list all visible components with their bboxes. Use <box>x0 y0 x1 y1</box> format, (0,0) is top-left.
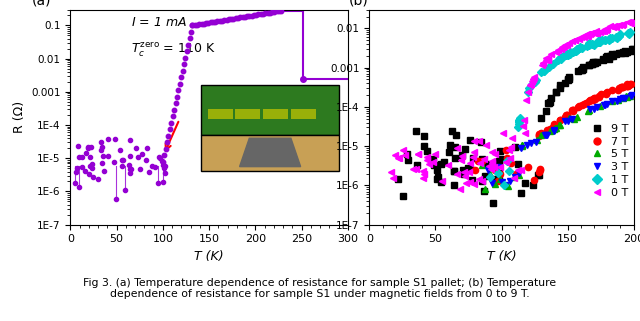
1 T <box>500 183 508 187</box>
Line: 9 T: 9 T <box>395 128 542 206</box>
5 T <box>478 163 486 167</box>
7 T <box>492 168 499 171</box>
0 T <box>414 152 422 155</box>
3 T <box>515 171 523 175</box>
9 T <box>535 173 543 177</box>
5 T <box>497 177 504 180</box>
Y-axis label: R (Ω): R (Ω) <box>13 101 26 133</box>
X-axis label: T (K): T (K) <box>486 250 516 263</box>
Legend: 9 T, 7 T, 5 T, 3 T, 1 T, 0 T: 9 T, 7 T, 5 T, 3 T, 1 T, 0 T <box>586 124 628 198</box>
3 T <box>498 180 506 184</box>
0 T <box>424 158 431 162</box>
0 T <box>429 160 437 164</box>
7 T <box>494 179 502 183</box>
3 T <box>488 181 496 185</box>
5 T <box>481 187 489 191</box>
9 T <box>517 191 525 195</box>
3 T <box>502 183 509 187</box>
9 T <box>449 129 456 133</box>
0 T <box>521 131 529 134</box>
Text: Fig 3. (a) Temperature dependence of resistance for sample S1 pallet; (b) Temper: Fig 3. (a) Temperature dependence of res… <box>83 278 557 299</box>
1 T <box>494 170 502 174</box>
9 T <box>420 134 428 138</box>
0 T <box>456 187 464 191</box>
9 T <box>534 173 542 177</box>
7 T <box>536 169 544 172</box>
3 T <box>494 165 502 169</box>
Line: 7 T: 7 T <box>472 147 543 184</box>
Line: 1 T: 1 T <box>487 158 512 188</box>
3 T <box>484 169 492 172</box>
0 T <box>444 163 452 167</box>
Line: 5 T: 5 T <box>479 161 523 192</box>
7 T <box>472 168 479 172</box>
0 T <box>476 160 484 164</box>
X-axis label: T (K): T (K) <box>195 250 224 263</box>
7 T <box>496 172 504 176</box>
Text: (a): (a) <box>31 0 51 7</box>
9 T <box>394 177 402 181</box>
9 T <box>435 175 442 179</box>
5 T <box>510 175 518 179</box>
Text: (b): (b) <box>348 0 368 7</box>
9 T <box>450 169 458 173</box>
1 T <box>486 175 494 179</box>
7 T <box>507 161 515 165</box>
Line: 3 T: 3 T <box>484 163 523 188</box>
5 T <box>486 172 493 176</box>
7 T <box>503 156 511 160</box>
5 T <box>515 173 523 177</box>
1 T <box>503 160 511 163</box>
3 T <box>511 175 519 178</box>
7 T <box>536 167 544 171</box>
3 T <box>506 179 514 183</box>
1 T <box>505 169 513 173</box>
Text: $I$ = 1 mA: $I$ = 1 mA <box>131 16 188 29</box>
9 T <box>430 163 438 167</box>
7 T <box>525 165 532 169</box>
0 T <box>387 170 395 174</box>
9 T <box>490 201 497 205</box>
7 T <box>477 159 485 163</box>
Text: $T_c^{\rm zero}$ = 110 K: $T_c^{\rm zero}$ = 110 K <box>131 40 216 58</box>
7 T <box>513 173 520 177</box>
7 T <box>535 170 543 174</box>
7 T <box>502 148 509 152</box>
7 T <box>474 159 482 163</box>
5 T <box>504 184 512 187</box>
7 T <box>531 178 538 181</box>
0 T <box>438 179 445 183</box>
5 T <box>492 182 499 186</box>
Line: 0 T: 0 T <box>388 129 528 193</box>
